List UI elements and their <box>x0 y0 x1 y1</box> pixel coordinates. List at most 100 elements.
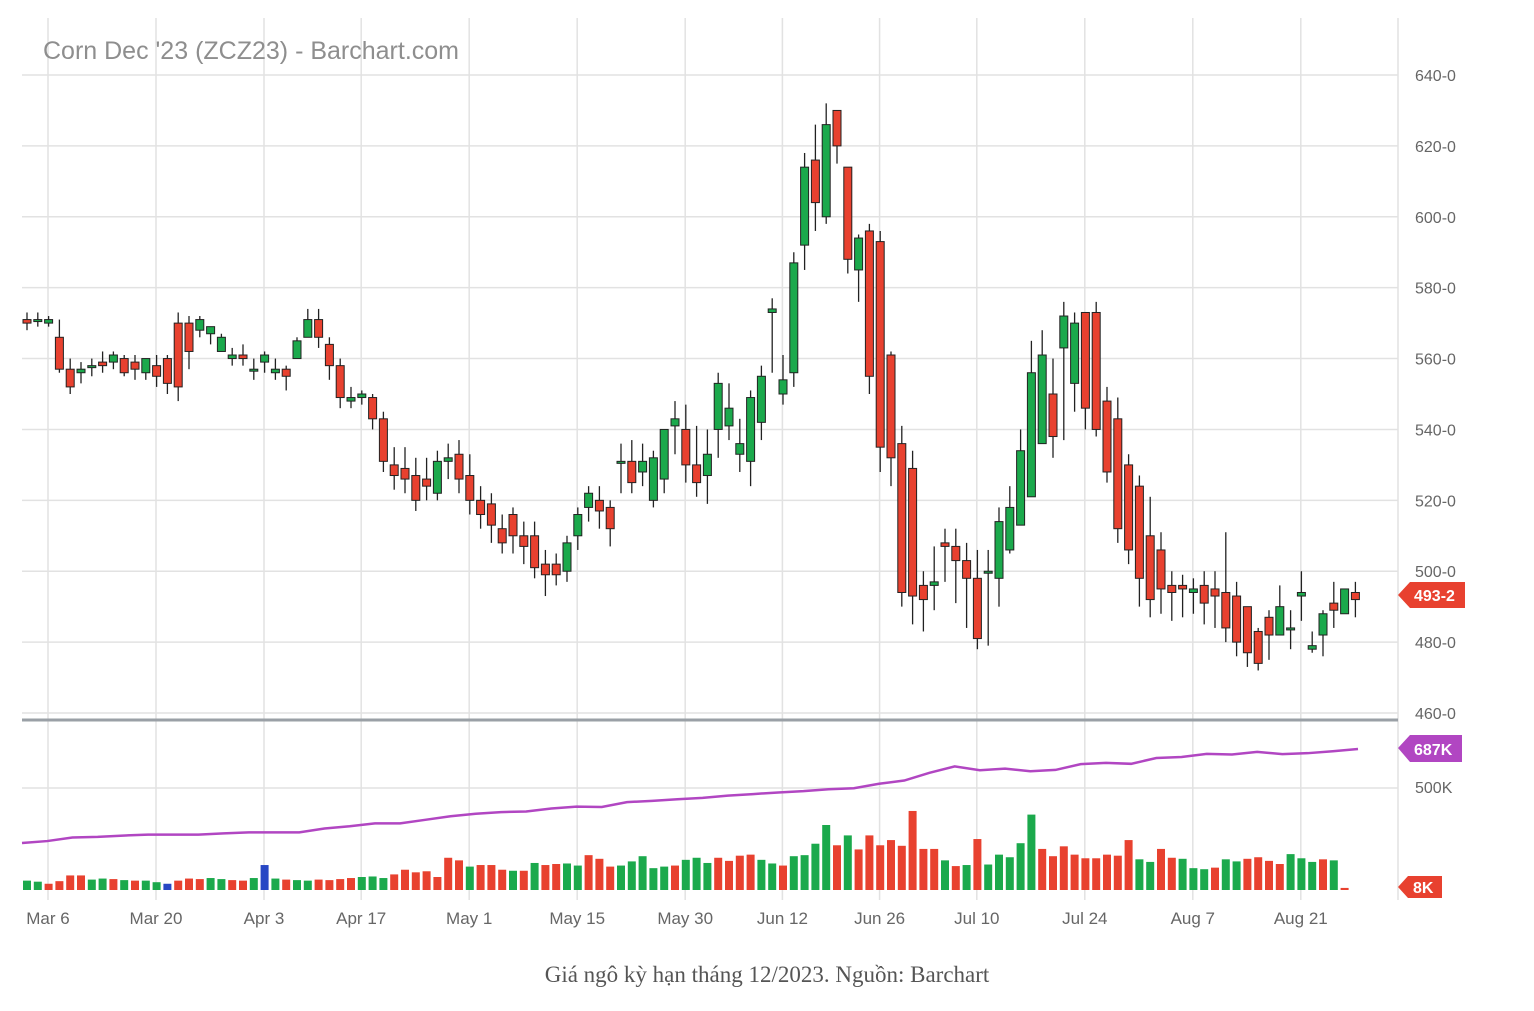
price-tick-label: 480-0 <box>1415 635 1456 652</box>
volume-bar <box>33 881 42 890</box>
candle-body <box>778 379 788 395</box>
price-tick-label: 460-0 <box>1415 706 1456 723</box>
candle-body <box>994 521 1004 579</box>
candle-body <box>821 124 831 218</box>
candle-body <box>908 467 918 597</box>
candle-body <box>659 428 669 480</box>
candle-body <box>141 358 151 374</box>
volume-bar <box>1070 854 1079 890</box>
volume-bar <box>368 876 377 890</box>
candle-body <box>1340 588 1350 615</box>
candle-body <box>605 506 615 530</box>
x-tick-label: May 30 <box>657 909 713 928</box>
volume-bar <box>487 865 496 890</box>
candle-body <box>800 166 810 246</box>
candle-body <box>1091 311 1101 430</box>
candle-body <box>540 563 550 576</box>
candle-body <box>1188 588 1198 593</box>
volume-bar <box>714 857 723 890</box>
candle-body <box>962 560 972 579</box>
candle-body <box>1232 595 1242 643</box>
candle-body <box>411 475 421 501</box>
open-interest-badge: 687K <box>1398 735 1462 762</box>
open-interest-label: 687K <box>1414 742 1453 759</box>
volume-bar <box>206 878 215 890</box>
candle-body <box>1005 506 1015 551</box>
candle-body <box>378 418 388 462</box>
candle-body <box>854 237 864 271</box>
volume-bar <box>1049 856 1057 890</box>
volume-bar <box>1319 859 1327 890</box>
candle-body <box>584 492 594 508</box>
volume-bar <box>444 857 453 890</box>
volume-bar <box>411 872 420 890</box>
open-interest-line <box>21 747 1359 845</box>
candle-body <box>238 354 248 360</box>
candle-body <box>735 443 745 455</box>
volume-bar <box>843 835 852 890</box>
candle-body <box>281 368 291 377</box>
volume-bar <box>962 865 971 890</box>
volume-bar <box>163 883 172 890</box>
x-tick-label: May 1 <box>446 909 492 928</box>
candle-body <box>562 542 572 572</box>
volume-bar <box>401 869 409 890</box>
candle-body <box>713 382 723 430</box>
volume-bar <box>800 855 809 890</box>
candle-body <box>54 336 64 370</box>
volume-bar <box>1243 858 1252 890</box>
volume-bar <box>660 866 669 890</box>
candle-body <box>1059 315 1069 349</box>
volume-bar <box>282 879 291 890</box>
candle-body <box>292 340 302 360</box>
volume-bar <box>919 848 928 890</box>
candle-body <box>638 460 648 473</box>
candle-body <box>1026 372 1036 498</box>
candle-body <box>1145 535 1155 601</box>
candle-body <box>746 397 756 462</box>
candle-body <box>1113 418 1123 530</box>
candle-body <box>767 308 777 313</box>
candle-body <box>1264 616 1274 636</box>
candle-body <box>886 354 896 459</box>
chart-title: Corn Dec '23 (ZCZ23) - Barchart.com <box>43 37 459 65</box>
volume-bar <box>519 870 528 890</box>
volume-bar <box>541 865 550 890</box>
volume-bar <box>649 868 658 890</box>
candle-body <box>1350 591 1360 601</box>
volume-bar <box>1059 846 1068 890</box>
volume-bar <box>1200 869 1209 890</box>
volume-bar <box>1265 860 1273 890</box>
candle-body <box>551 563 561 576</box>
volume-bar <box>1038 848 1047 890</box>
volume-bar <box>23 880 31 890</box>
candle-body <box>227 354 237 360</box>
candle-body <box>76 368 86 374</box>
volume-bar <box>314 879 323 890</box>
volume-bar <box>584 855 593 890</box>
chart-grid <box>22 18 1399 900</box>
volume-bar <box>1081 858 1090 890</box>
volume-bar <box>1146 861 1155 890</box>
volume-bar <box>1103 854 1111 890</box>
volume-bar <box>1135 859 1144 890</box>
candle-body <box>108 354 118 363</box>
volume-bar <box>228 880 237 890</box>
volume-series <box>23 810 1349 890</box>
last-price-badge: 493-2 <box>1398 582 1465 608</box>
volume-bar <box>1232 861 1241 890</box>
candle-body <box>195 319 205 331</box>
price-tick-label: 560-0 <box>1415 352 1456 369</box>
volume-bar <box>1211 867 1219 890</box>
volume-bar <box>422 871 431 890</box>
candle-body <box>519 535 529 547</box>
candle-body <box>216 336 226 352</box>
volume-bar <box>627 861 636 890</box>
volume-bar <box>973 839 982 890</box>
volume-bar <box>638 856 647 890</box>
candle-body <box>530 535 540 569</box>
candle-body <box>357 393 367 399</box>
candle-body <box>162 358 172 384</box>
volume-bar <box>735 855 744 890</box>
volume-bar <box>530 862 539 890</box>
